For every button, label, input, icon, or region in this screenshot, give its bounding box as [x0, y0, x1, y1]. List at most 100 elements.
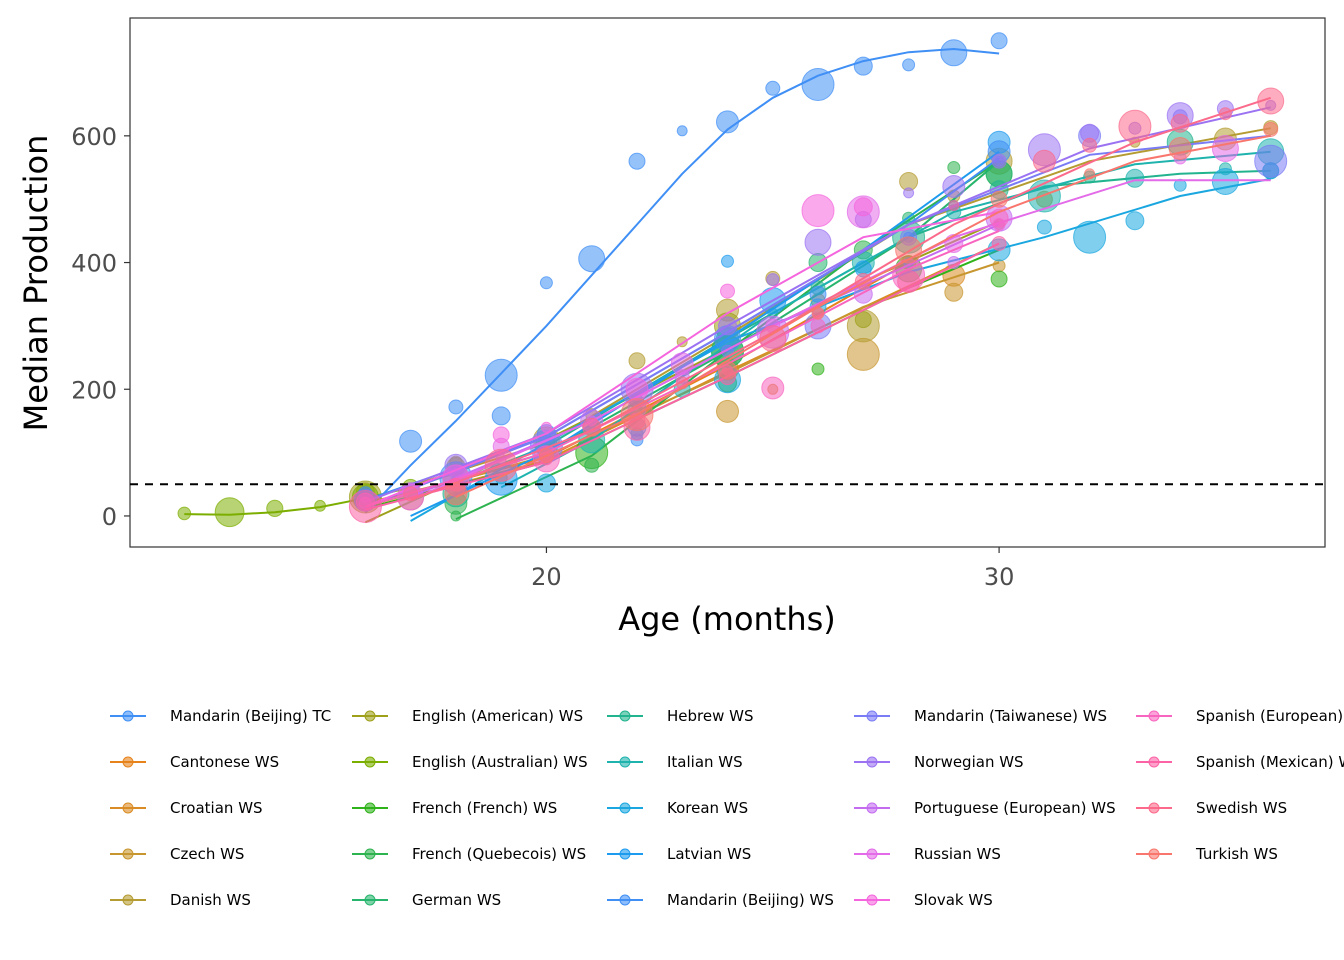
legend-label: Mandarin (Taiwanese) WS — [914, 707, 1107, 725]
legend-label: Hebrew WS — [667, 707, 753, 725]
data-point — [403, 486, 419, 502]
legend-key-point — [122, 848, 134, 860]
data-point — [491, 406, 511, 426]
data-point — [992, 259, 1006, 273]
series-line — [365, 134, 1271, 508]
data-point — [1118, 109, 1152, 143]
data-point — [811, 362, 825, 376]
legend-label: English (American) WS — [412, 707, 583, 725]
legend-key-point — [364, 894, 376, 906]
data-point — [540, 421, 552, 433]
data-point — [676, 125, 688, 137]
legend-item: Latvian WS — [607, 845, 751, 863]
axes: 20 30 0 200 400 600 — [71, 123, 1014, 591]
legend-label: Norwegian WS — [914, 753, 1024, 771]
data-point — [1125, 211, 1145, 231]
legend-key-point — [364, 756, 376, 768]
data-point — [625, 377, 649, 401]
data-point — [538, 448, 554, 464]
data-point — [854, 311, 872, 329]
legend-label: Spanish (European) WS — [1196, 707, 1344, 725]
legend-label: Portuguese (European) WS — [914, 799, 1116, 817]
legend-item: Korean WS — [607, 799, 748, 817]
legend-item: Turkish WS — [1136, 845, 1278, 863]
data-point — [716, 399, 739, 423]
data-point — [539, 276, 553, 290]
legend-key-point — [1148, 802, 1160, 814]
legend-item: Czech WS — [110, 845, 244, 863]
legend-label: Slovak WS — [914, 891, 993, 909]
legend-key-point — [122, 756, 134, 768]
legend-item: Spanish (Mexican) WS — [1136, 753, 1344, 771]
data-point — [716, 110, 739, 134]
data-point — [1125, 168, 1145, 188]
legend-label: English (Australian) WS — [412, 753, 588, 771]
x-axis-title: Age (months) — [618, 600, 836, 638]
data-point — [944, 282, 964, 302]
data-point — [628, 152, 646, 170]
legend-label: Croatian WS — [170, 799, 263, 817]
data-point — [811, 306, 825, 320]
data-point — [1036, 219, 1052, 235]
data-point — [990, 32, 1008, 50]
data-point — [759, 325, 787, 353]
legend-key-point — [866, 710, 878, 722]
legend-item: French (French) WS — [352, 799, 557, 817]
series-line — [365, 210, 1000, 508]
legend-label: Korean WS — [667, 799, 748, 817]
data-point — [1211, 135, 1239, 162]
data-point — [991, 153, 1007, 169]
legend-key-point — [1148, 756, 1160, 768]
data-point — [214, 497, 245, 528]
legend-item: Mandarin (Taiwanese) WS — [854, 707, 1107, 725]
data-point — [1254, 144, 1288, 178]
y-tick-label: 600 — [71, 123, 117, 151]
legend-key-point — [122, 802, 134, 814]
data-point — [720, 283, 735, 299]
legend-key-point — [866, 894, 878, 906]
data-point — [853, 56, 873, 76]
legend-label: Spanish (Mexican) WS — [1196, 753, 1344, 771]
data-point — [846, 337, 880, 371]
legend-label: German WS — [412, 891, 501, 909]
legend-item: French (Quebecois) WS — [352, 845, 586, 863]
data-point — [1073, 220, 1107, 254]
x-tick-label: 30 — [984, 563, 1015, 591]
data-point — [1084, 168, 1096, 180]
data-point — [1218, 107, 1232, 121]
series-23 — [444, 122, 1279, 506]
data-point — [940, 39, 968, 67]
data-point — [895, 236, 923, 264]
y-tick-label: 200 — [71, 376, 117, 404]
data-point — [536, 473, 556, 493]
legend-label: Cantonese WS — [170, 753, 279, 771]
plot-panel — [129, 17, 1326, 548]
y-tick-label: 0 — [102, 503, 117, 531]
legend-label: Mandarin (Beijing) WS — [667, 891, 834, 909]
legend-key-point — [619, 802, 631, 814]
x-tick-label: 20 — [531, 563, 562, 591]
legend-item: Cantonese WS — [110, 753, 279, 771]
data-point — [584, 457, 600, 473]
legend-label: Danish WS — [170, 891, 251, 909]
data-point — [990, 270, 1008, 288]
data-point — [484, 358, 518, 392]
data-point — [721, 254, 734, 268]
data-point — [582, 417, 602, 437]
legend-item: Swedish WS — [1136, 799, 1287, 817]
legend-key-point — [1148, 710, 1160, 722]
data-point — [990, 190, 1008, 208]
data-point — [628, 352, 646, 370]
data-point — [1168, 137, 1192, 160]
series-0 — [359, 32, 1008, 514]
data-point — [1032, 149, 1056, 173]
legend-label: Mandarin (Beijing) TC — [170, 707, 331, 725]
data-point — [492, 426, 510, 444]
legend-item: Russian WS — [854, 845, 1001, 863]
legend-item: Portuguese (European) WS — [854, 799, 1116, 817]
data-point — [718, 316, 737, 336]
legend-key-point — [619, 894, 631, 906]
data-point — [766, 273, 780, 287]
legend-key-point — [1148, 848, 1160, 860]
